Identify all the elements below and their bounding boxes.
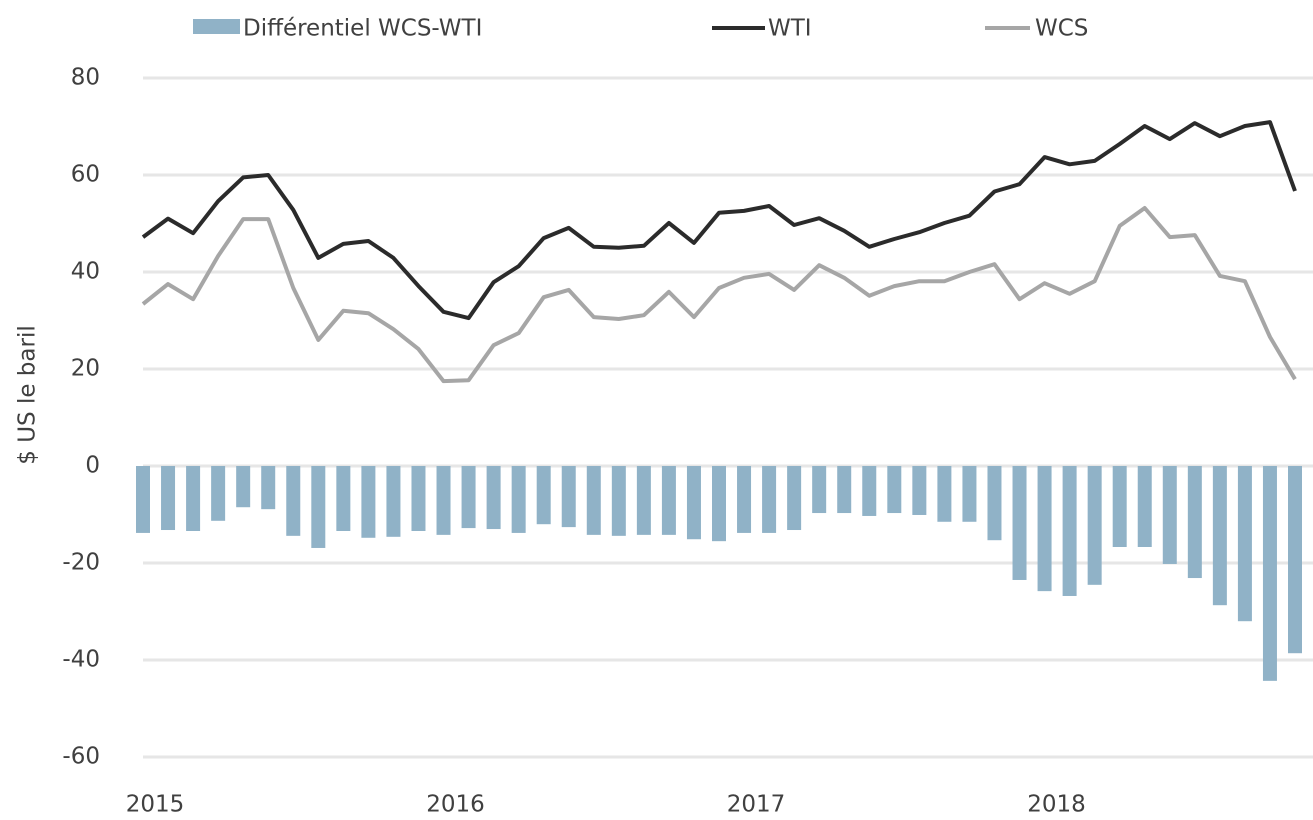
bar <box>561 466 576 528</box>
bar <box>912 466 927 515</box>
bar <box>1262 466 1277 681</box>
bar <box>186 466 201 531</box>
bar <box>712 466 726 542</box>
bar <box>636 466 651 535</box>
bar <box>1062 466 1077 596</box>
x-tick-label: 2016 <box>426 792 485 818</box>
y-tick-label: 0 <box>85 453 100 479</box>
y-tick-label: -40 <box>62 647 100 673</box>
bar <box>1212 466 1227 606</box>
bar <box>136 466 150 533</box>
bar <box>762 466 777 533</box>
x-tick-label: 2015 <box>126 792 185 818</box>
y-tick-label: 60 <box>71 162 100 188</box>
bar <box>386 466 401 537</box>
y-tick-label: 80 <box>71 65 100 91</box>
bar <box>962 466 977 522</box>
bar <box>336 466 351 531</box>
y-tick-label: 20 <box>71 356 100 382</box>
bar <box>1012 466 1027 580</box>
legend-label: WCS <box>1035 16 1088 42</box>
bar <box>812 466 827 514</box>
x-tick-label: 2018 <box>1027 792 1086 818</box>
bar <box>737 466 752 533</box>
bar <box>311 466 326 548</box>
bar <box>686 466 701 540</box>
bar <box>486 466 501 530</box>
bar <box>1037 466 1052 592</box>
bar <box>1237 466 1252 622</box>
line-series <box>141 120 1297 321</box>
bar <box>361 466 376 538</box>
bar <box>1162 466 1177 564</box>
bar <box>286 466 301 536</box>
y-tick-label: 40 <box>71 259 100 285</box>
bar <box>937 466 952 522</box>
bar <box>536 466 551 525</box>
bar <box>511 466 526 533</box>
y-axis-label: $ US le baril <box>15 325 41 464</box>
x-tick-label: 2017 <box>727 792 786 818</box>
bar <box>261 466 276 510</box>
bar <box>1288 466 1302 654</box>
legend-swatch <box>193 19 240 34</box>
bar <box>887 466 902 514</box>
bar <box>1087 466 1102 585</box>
bar <box>1112 466 1127 547</box>
bar <box>436 466 451 535</box>
y-tick-label: -20 <box>62 550 100 576</box>
bar <box>837 466 852 514</box>
bar <box>586 466 601 535</box>
bar <box>1187 466 1202 579</box>
bar <box>1137 466 1152 547</box>
bar <box>161 466 176 531</box>
bar <box>611 466 626 536</box>
bar <box>211 466 226 521</box>
bar <box>987 466 1002 541</box>
bar <box>787 466 802 531</box>
bar <box>461 466 476 529</box>
bar <box>661 466 676 535</box>
legend-label: WTI <box>768 16 812 42</box>
bar <box>862 466 877 516</box>
bar <box>236 466 251 508</box>
bar <box>411 466 426 531</box>
legend-label: Différentiel WCS-WTI <box>243 16 482 42</box>
y-tick-label: -60 <box>62 744 100 770</box>
line-series <box>141 206 1297 384</box>
